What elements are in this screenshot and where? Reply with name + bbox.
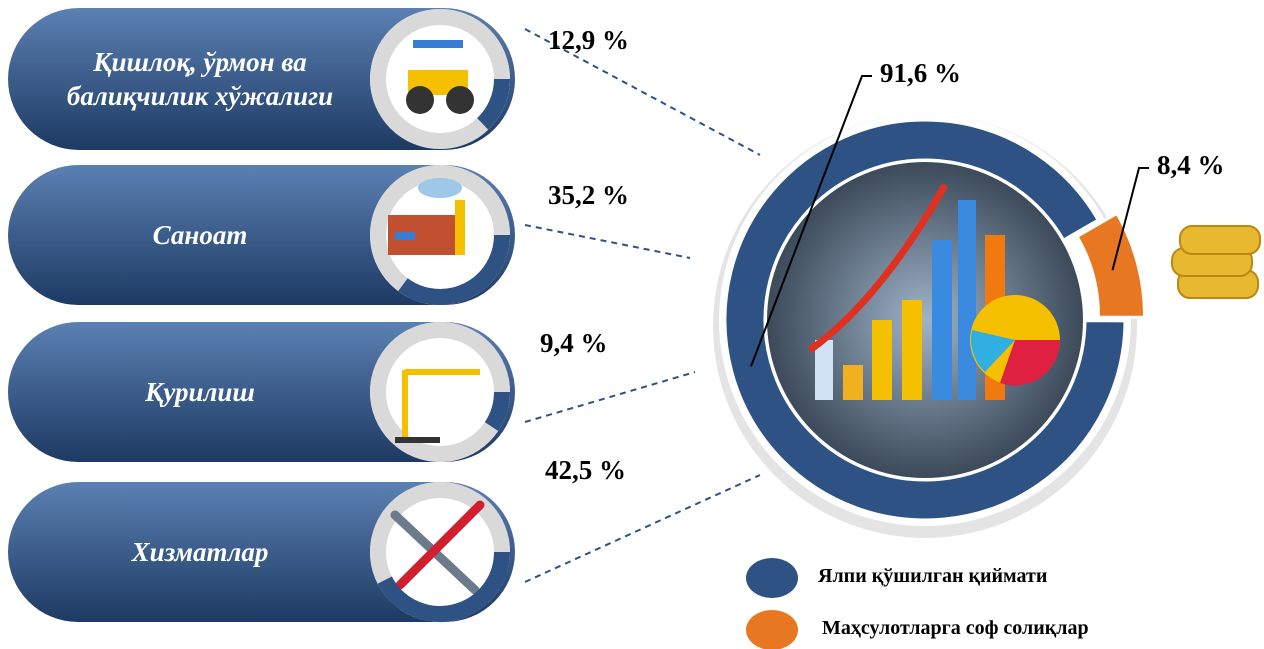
leader-line: [1111, 167, 1149, 271]
legend-swatch: [746, 610, 798, 649]
connector: [524, 474, 761, 583]
donut-segment: [723, 118, 1127, 522]
donut-value-label: 91,6 %: [880, 58, 961, 88]
donut-segment: [1075, 211, 1147, 319]
sector-label: Қишлоқ, ўрмон ва балиқчилик хўжалиги: [66, 47, 334, 111]
factory-icon: [388, 178, 465, 255]
legend-label: Маҳсулотларга соф солиқлар: [822, 617, 1089, 639]
ring-arc: [398, 234, 510, 305]
connector: [524, 224, 691, 259]
sector-label: Қурилиш: [145, 377, 255, 407]
sector-label: Саноат: [152, 220, 248, 250]
connector: [524, 371, 696, 423]
legend-swatch: [746, 558, 798, 598]
tools-icon: [390, 500, 485, 595]
ring-arc: [476, 78, 510, 130]
crane-icon: [395, 369, 480, 443]
leader-line: [750, 75, 872, 367]
donut-value-label: 8,4 %: [1157, 150, 1225, 180]
connector: [524, 28, 761, 156]
sector-value-label: 12,9 %: [548, 25, 629, 55]
sector-value-label: 35,2 %: [548, 180, 629, 210]
sector-value-label: 9,4 %: [540, 328, 608, 358]
ring-arc: [484, 391, 510, 431]
coins-icon: [1171, 225, 1261, 299]
sector-value-label: 42,5 %: [545, 455, 626, 485]
ring-arc: [377, 551, 510, 622]
decor-bars: [807, 183, 1061, 400]
legend-label: Ялпи қўшилган қиймати: [818, 565, 1048, 587]
sector-label: Хизматлар: [131, 537, 269, 567]
tractor-icon: [406, 40, 474, 114]
